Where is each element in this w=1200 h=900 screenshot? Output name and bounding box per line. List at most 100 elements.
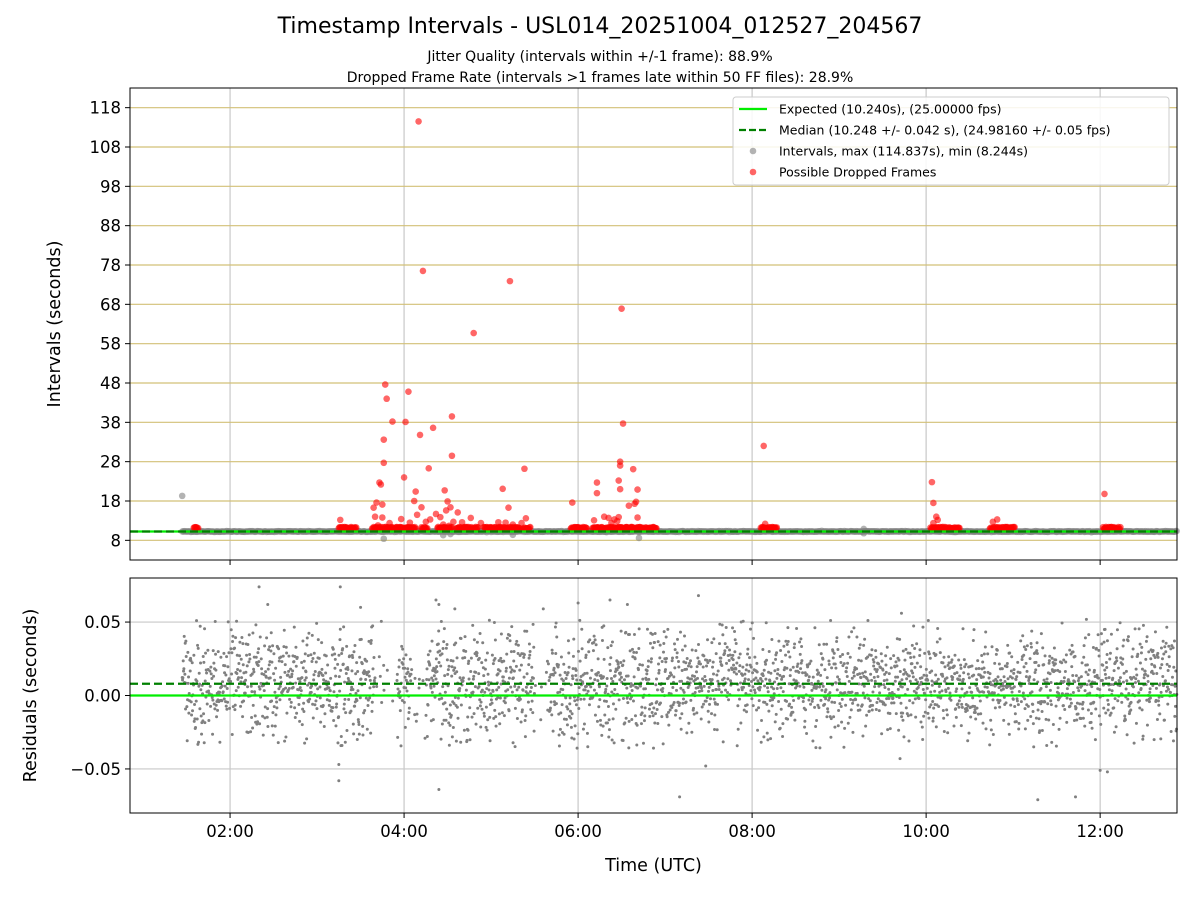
residual-point [679, 686, 683, 690]
residual-point [456, 716, 460, 720]
residual-point [485, 651, 489, 655]
residual-point [662, 630, 666, 634]
residual-point [890, 701, 894, 705]
residual-point [747, 678, 751, 682]
residual-point [797, 670, 801, 674]
residual-point [187, 711, 191, 715]
residual-point [216, 708, 220, 712]
residual-point [788, 674, 792, 678]
residual-point [1115, 647, 1119, 651]
residual-point [1133, 627, 1137, 631]
residual-point [329, 676, 333, 680]
residual-point [595, 719, 599, 723]
legend-expected-label: Expected (10.240s), (25.00000 fps) [779, 102, 1001, 117]
residual-point [739, 681, 743, 685]
residual-point [669, 673, 673, 677]
residual-point [863, 637, 867, 641]
residual-point [263, 705, 267, 709]
residual-point [652, 706, 656, 710]
residual-point [829, 735, 833, 739]
x-tick-label: 12:00 [1076, 822, 1124, 841]
residual-point [528, 650, 532, 654]
residual-point [310, 659, 314, 663]
dropped-frame-point [379, 501, 386, 508]
residual-point [660, 660, 664, 664]
residual-point [287, 669, 291, 673]
residual-point [781, 690, 785, 694]
residual-point [720, 664, 724, 668]
residual-point [819, 652, 823, 656]
residual-point [324, 671, 328, 675]
intervals-y-tick-label: 28 [100, 453, 121, 472]
residual-point [1001, 687, 1005, 691]
residual-point [372, 656, 376, 660]
residual-point [987, 690, 991, 694]
residual-point [958, 674, 962, 678]
residual-point [882, 701, 886, 705]
residual-point [257, 647, 261, 651]
residual-point [677, 660, 681, 664]
residual-point [260, 667, 264, 671]
residual-point [356, 670, 360, 674]
residual-point [589, 685, 593, 689]
residual-point [274, 696, 278, 700]
residual-point [1138, 642, 1142, 646]
residual-point [671, 685, 675, 689]
residual-point [212, 674, 216, 678]
residual-point [486, 672, 490, 676]
residual-point [983, 645, 987, 649]
residual-point [342, 625, 346, 629]
residual-point [225, 655, 229, 659]
interval-point [439, 531, 447, 539]
residual-point [261, 733, 265, 737]
residual-point [711, 688, 715, 692]
residual-point [957, 705, 961, 709]
residual-point [263, 716, 267, 720]
residual-point [861, 734, 865, 738]
residual-point [1077, 689, 1081, 693]
dropped-frame-point [450, 518, 457, 526]
residual-point [471, 690, 475, 694]
residual-point [792, 678, 796, 682]
residual-point [992, 691, 996, 695]
residual-point [700, 686, 704, 690]
residual-point [488, 715, 492, 719]
residual-point [1014, 677, 1018, 681]
residual-point [908, 651, 912, 655]
residual-point [630, 647, 634, 651]
residual-point [920, 676, 924, 680]
residual-point [213, 707, 217, 711]
residual-point [1047, 661, 1051, 665]
dropped-frame-point [406, 519, 414, 526]
residual-point [631, 699, 635, 703]
residual-point [877, 662, 881, 666]
residual-point [561, 679, 565, 683]
residual-point [1070, 665, 1074, 669]
residual-point [895, 637, 899, 641]
residual-point [741, 619, 745, 623]
residual-point [514, 664, 518, 668]
residual-point [859, 659, 863, 663]
residual-point [289, 700, 293, 704]
residual-point [1161, 639, 1165, 643]
residual-point [367, 674, 371, 678]
residual-point [962, 658, 966, 662]
residual-point [330, 653, 334, 657]
residual-point [885, 645, 889, 649]
residual-point [382, 663, 386, 667]
residual-point [551, 729, 555, 733]
residual-point [661, 742, 665, 746]
dropped-frame-point [930, 499, 937, 507]
residual-point [1025, 644, 1029, 648]
residual-point [444, 718, 448, 722]
residual-point [791, 710, 795, 714]
residual-point [1001, 684, 1005, 688]
residual-point [365, 659, 369, 663]
residual-point [989, 728, 993, 732]
residual-point [371, 624, 375, 628]
residual-point [839, 705, 843, 709]
residual-point [198, 624, 202, 628]
residual-point [897, 696, 901, 700]
residual-point [749, 689, 753, 693]
residual-point [687, 664, 691, 668]
